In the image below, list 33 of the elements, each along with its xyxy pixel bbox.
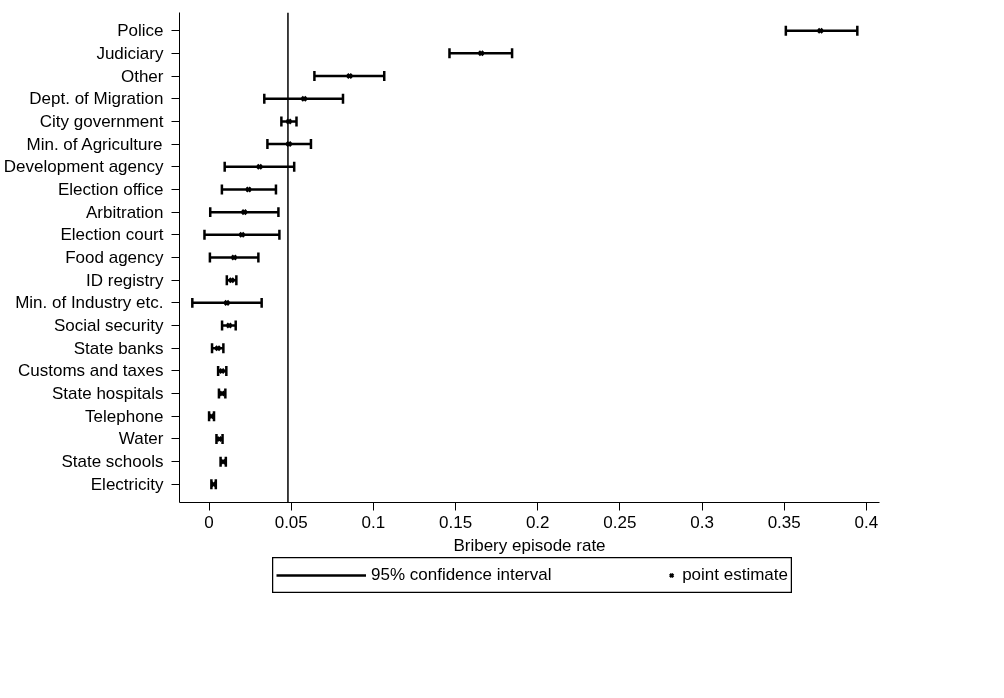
x-tick-label: 0.3 xyxy=(690,512,714,532)
y-tick-label: Social security xyxy=(53,316,164,336)
x-tick-label: 0.1 xyxy=(361,512,386,532)
y-tick-label: Police xyxy=(117,21,164,41)
text: 95% confidence interval xyxy=(371,565,552,585)
y-tick-label: Water xyxy=(118,429,164,449)
x-axis-title: Bribery episode rate xyxy=(453,535,606,555)
y-tick-label: State hospitals xyxy=(51,384,164,404)
x-tick-label: 0.35 xyxy=(767,512,801,532)
y-tick-label: Election office xyxy=(57,179,164,199)
y-tick-label: Other xyxy=(120,66,164,86)
y-tick-label: ID registry xyxy=(86,270,164,290)
y-tick-label: City government xyxy=(39,111,164,131)
y-tick-label: State schools xyxy=(61,452,164,472)
x-tick-label: 0.2 xyxy=(525,512,550,532)
x-tick-label: 0.4 xyxy=(854,512,879,532)
y-tick-label: Customs and taxes xyxy=(17,361,164,381)
x-tick-label: 0.15 xyxy=(439,512,473,532)
y-tick-label: Telephone xyxy=(85,406,164,426)
x-tick-label: 0.05 xyxy=(274,512,308,532)
x-tick-label: 0 xyxy=(204,512,214,532)
y-tick-label: Judiciary xyxy=(96,43,164,63)
y-tick-label: Development agency xyxy=(3,157,164,177)
y-tick-label: Food agency xyxy=(65,248,164,267)
y-tick-label: Election court xyxy=(60,225,164,245)
x-tick-label: 0.25 xyxy=(603,512,637,532)
y-tick-label: Arbitration xyxy=(86,202,164,222)
legend-label: point estimate xyxy=(682,565,788,585)
y-tick-label: Electricity xyxy=(90,474,164,494)
y-tick-label: Min. of Industry etc. xyxy=(15,293,164,313)
y-tick-label: Dept. of Migration xyxy=(29,89,164,109)
y-tick-label: State banks xyxy=(73,338,164,358)
y-tick-label: Min. of Agriculture xyxy=(26,134,163,154)
